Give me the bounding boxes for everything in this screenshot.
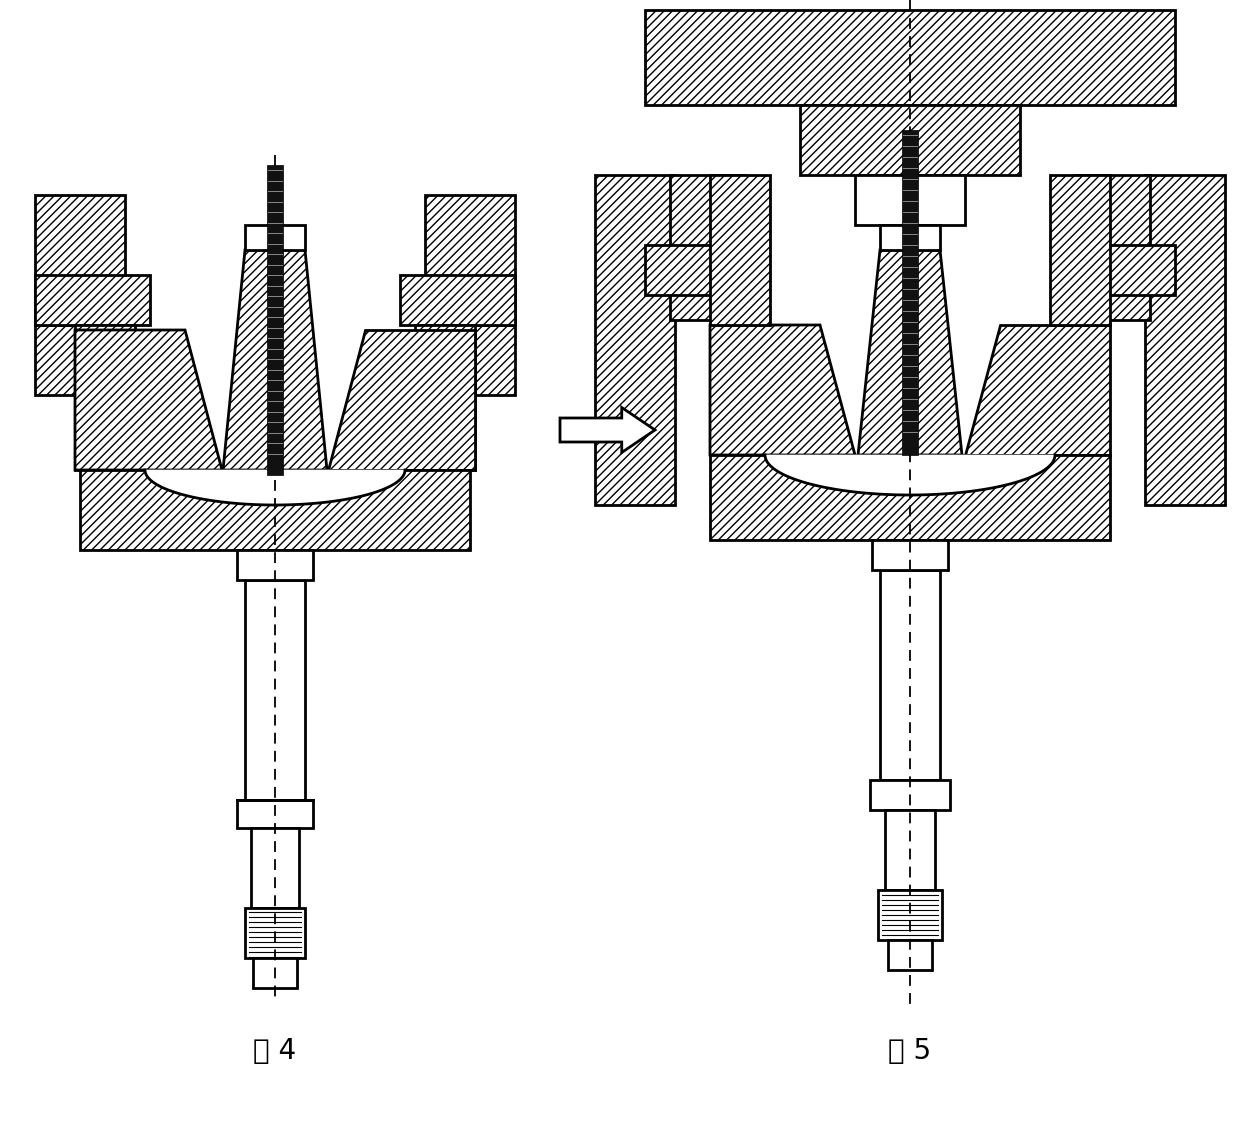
Bar <box>595 175 675 505</box>
Bar <box>246 225 305 250</box>
Polygon shape <box>965 325 1110 455</box>
Polygon shape <box>711 325 856 455</box>
Bar <box>237 550 312 580</box>
Polygon shape <box>223 250 327 470</box>
Bar <box>645 10 1176 105</box>
Polygon shape <box>560 408 655 452</box>
Bar <box>880 225 940 250</box>
Bar <box>872 540 949 570</box>
Bar <box>250 828 299 909</box>
Bar <box>401 275 515 325</box>
Bar <box>35 325 125 396</box>
Bar <box>237 800 312 828</box>
Polygon shape <box>74 330 222 470</box>
Polygon shape <box>145 470 405 505</box>
Bar <box>880 570 940 780</box>
Bar <box>246 580 305 800</box>
Bar <box>246 909 305 958</box>
Text: 图 5: 图 5 <box>888 1037 931 1064</box>
Bar <box>901 130 918 455</box>
Bar <box>415 325 475 470</box>
Bar <box>870 780 950 810</box>
Polygon shape <box>765 455 1055 495</box>
Bar <box>35 195 125 325</box>
Bar <box>1050 175 1110 325</box>
Bar <box>1145 175 1225 505</box>
Bar <box>856 175 965 225</box>
Bar <box>267 165 283 475</box>
Bar <box>878 890 942 940</box>
Polygon shape <box>858 250 962 455</box>
Bar <box>425 325 515 396</box>
Bar <box>1085 245 1176 295</box>
Bar <box>670 175 745 320</box>
Bar <box>74 325 135 470</box>
Bar <box>1075 175 1149 320</box>
Bar <box>711 175 770 325</box>
Bar <box>253 958 298 988</box>
Bar <box>81 470 470 550</box>
Bar <box>425 195 515 325</box>
Bar <box>711 455 1110 540</box>
Bar <box>888 940 932 970</box>
Bar <box>645 245 735 295</box>
Bar <box>35 275 150 325</box>
Text: 图 4: 图 4 <box>253 1037 296 1064</box>
Bar <box>885 810 935 890</box>
Polygon shape <box>329 330 475 470</box>
Bar <box>800 105 1021 175</box>
